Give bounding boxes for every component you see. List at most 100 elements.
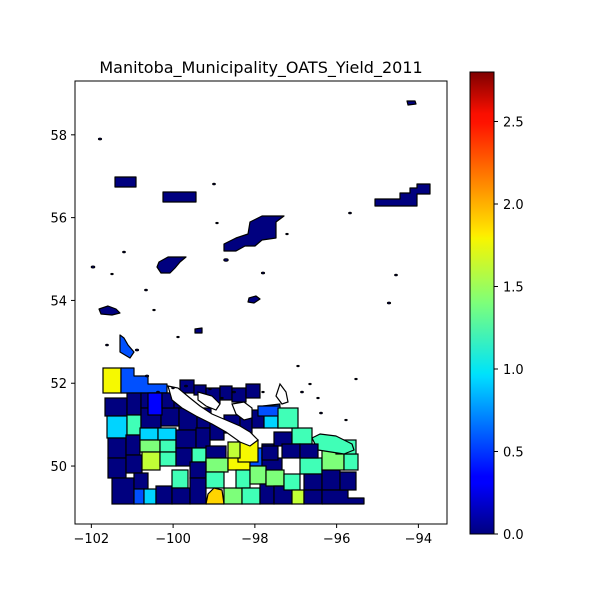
remote-community-region: [220, 396, 224, 400]
y-axis: 50 52 54 56 58: [50, 129, 75, 475]
municipality-region: [277, 407, 299, 429]
x-tick-label: −102: [73, 532, 109, 547]
colorbar-tick-label: 0.5: [503, 446, 524, 461]
municipality-region: [125, 434, 141, 456]
municipality-region: [245, 383, 261, 399]
remote-community-region: [232, 390, 236, 394]
municipality-region: [227, 441, 241, 459]
municipality-region: [205, 471, 225, 489]
remote-community-region: [354, 377, 358, 381]
municipality-region: [143, 488, 157, 505]
remote-community-region: [215, 221, 219, 225]
remote-community-region: [223, 258, 229, 262]
colorbar-tick-label: 0.0: [503, 528, 524, 543]
remote-community-region: [316, 396, 320, 400]
municipality-region: [291, 489, 305, 505]
colorbar-tick-label: 1.5: [503, 281, 524, 296]
municipality-region: [125, 454, 143, 474]
x-tick-label: −96: [323, 532, 350, 547]
municipality-region: [107, 437, 127, 459]
map-plot-area: [90, 100, 431, 505]
municipality-region: [133, 488, 145, 505]
remote-community-region: [134, 348, 140, 352]
municipality-region: [189, 461, 207, 479]
municipality-region: [223, 487, 243, 505]
remote-community-region: [144, 374, 150, 378]
municipality-region: [111, 477, 135, 505]
remote-community-region: [122, 250, 126, 254]
municipality-region: [257, 405, 281, 417]
remote-community-region: [386, 301, 392, 305]
municipality-region: [291, 427, 313, 445]
municipality-region: [156, 256, 187, 274]
municipality-region: [119, 334, 135, 359]
remote-community-region: [285, 232, 289, 236]
municipality-region: [120, 367, 168, 394]
municipality-region: [321, 489, 365, 505]
municipality-region: [235, 469, 251, 489]
remote-community-region: [110, 272, 114, 276]
municipality-region: [261, 445, 279, 461]
municipality-region: [249, 465, 267, 485]
colorbar-gradient: [469, 71, 495, 535]
municipality-region: [299, 443, 319, 459]
municipality-region: [106, 415, 128, 439]
remote-community-region: [144, 288, 148, 292]
municipality-region: [139, 427, 159, 441]
municipality-region: [159, 439, 177, 453]
remote-community-region: [184, 384, 188, 388]
municipality-region: [160, 407, 180, 427]
municipality-region: [205, 487, 225, 505]
municipality-region: [231, 387, 247, 403]
municipality-region: [205, 457, 229, 473]
municipality-region: [194, 327, 203, 334]
remote-community-region: [308, 382, 312, 386]
remote-community-region: [260, 271, 266, 275]
municipality-region: [281, 443, 301, 459]
remote-community-region: [348, 211, 352, 215]
municipality-region: [303, 489, 323, 505]
municipality-region: [259, 483, 275, 505]
y-tick-label: 52: [50, 377, 67, 392]
municipality-region: [126, 414, 142, 436]
municipality-region: [141, 451, 161, 471]
colorbar-axis: 0.0 0.5 1.0 1.5 2.0 2.5: [494, 116, 524, 543]
municipality-region: [98, 305, 121, 316]
municipality-region: [189, 477, 207, 505]
lake: [167, 385, 259, 447]
remote-community-region: [171, 386, 175, 390]
x-tick-label: −98: [241, 532, 268, 547]
x-tick-label: −94: [405, 532, 432, 547]
remote-community-region: [208, 387, 212, 391]
colorbar-tick-label: 1.0: [503, 363, 524, 378]
municipality-region: [126, 392, 142, 416]
x-tick-label: −100: [155, 532, 191, 547]
remote-community-region: [296, 364, 300, 368]
municipality-region: [175, 429, 197, 449]
municipality-region: [265, 469, 285, 487]
remote-community-region: [90, 265, 96, 269]
municipality-region: [223, 215, 285, 252]
remote-community-region: [156, 390, 160, 394]
municipality-region: [374, 183, 431, 207]
chart-title: Manitoba_Municipality_OATS_Yield_2011: [99, 58, 422, 78]
municipality-region: [303, 473, 323, 491]
municipality-region: [133, 472, 149, 490]
remote-community-region: [344, 418, 348, 422]
municipality-region: [339, 471, 357, 491]
municipality-region: [343, 453, 359, 471]
y-tick-label: 56: [50, 212, 67, 227]
lake: [275, 382, 289, 405]
remote-community-region: [319, 411, 323, 415]
municipality-region: [191, 447, 207, 463]
municipality-region: [147, 392, 163, 416]
lake: [197, 391, 221, 411]
remote-community-region: [176, 335, 180, 339]
municipality-region: [283, 473, 301, 491]
municipality-region: [159, 451, 177, 467]
municipality-region: [157, 427, 177, 441]
municipality-region: [406, 100, 417, 106]
municipality-region: [139, 439, 161, 453]
municipality-region: [155, 485, 173, 505]
